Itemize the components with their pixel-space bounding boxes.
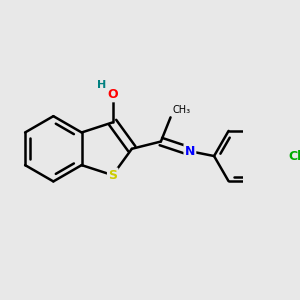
- Text: CH₃: CH₃: [173, 105, 191, 115]
- Text: Cl: Cl: [288, 149, 300, 163]
- Text: O: O: [107, 88, 118, 101]
- Text: S: S: [108, 169, 117, 182]
- Text: H: H: [97, 80, 106, 90]
- Text: N: N: [185, 145, 195, 158]
